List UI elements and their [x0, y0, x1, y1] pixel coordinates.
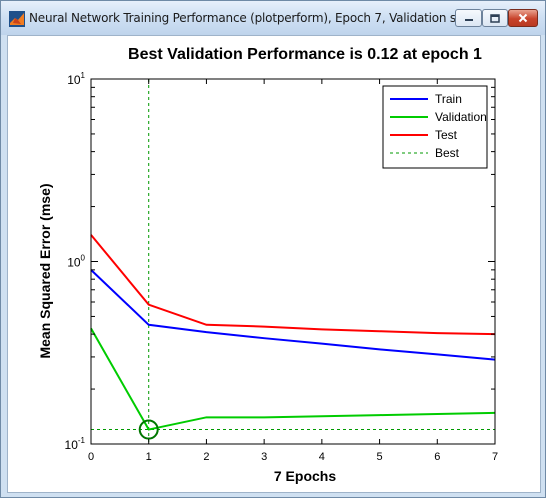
y-axis-label: Mean Squared Error (mse)	[37, 183, 53, 358]
close-button[interactable]	[508, 9, 538, 27]
x-tick-label: 1	[146, 451, 152, 463]
maximize-button[interactable]	[482, 9, 508, 27]
minimize-icon	[456, 10, 481, 26]
title-bar[interactable]: Neural Network Training Performance (plo…	[1, 1, 545, 35]
best-point-marker	[138, 419, 159, 440]
y-tick-label: 100	[67, 254, 85, 270]
x-tick-label: 7	[492, 451, 498, 463]
x-tick-label: 5	[377, 451, 383, 463]
y-tick-label: 10-1	[65, 436, 86, 452]
legend-label-best: Best	[435, 146, 460, 160]
legend-label-train: Train	[435, 92, 462, 106]
axes-layer: 0 1 2 3 4 5 6 7 101 100 10-1	[65, 71, 499, 463]
x-tick-label: 3	[261, 451, 267, 463]
matlab-icon	[9, 11, 25, 27]
chart-title: Best Validation Performance is 0.12 at e…	[128, 46, 482, 63]
y-tick-label: 101	[67, 71, 85, 87]
x-tick-label: 6	[434, 451, 440, 463]
window-title: Neural Network Training Performance (plo…	[29, 11, 479, 25]
legend-label-validation: Validation	[435, 110, 487, 124]
series-line-train	[90, 269, 496, 361]
legend: Train Validation Test Best	[382, 85, 488, 169]
maximize-icon	[483, 10, 507, 26]
figure-canvas: Best Validation Performance is 0.12 at e…	[7, 35, 546, 493]
x-tick-label: 2	[203, 451, 209, 463]
minimize-button[interactable]	[455, 9, 482, 27]
x-axis-label: 7 Epochs	[274, 468, 336, 484]
legend-label-test: Test	[435, 128, 458, 142]
close-icon	[509, 10, 537, 26]
series-line-test	[90, 234, 496, 336]
x-tick-label: 4	[319, 451, 325, 463]
x-tick-label: 0	[88, 451, 94, 463]
performance-chart: Best Validation Performance is 0.12 at e…	[37, 46, 546, 484]
series-layer	[90, 79, 496, 444]
